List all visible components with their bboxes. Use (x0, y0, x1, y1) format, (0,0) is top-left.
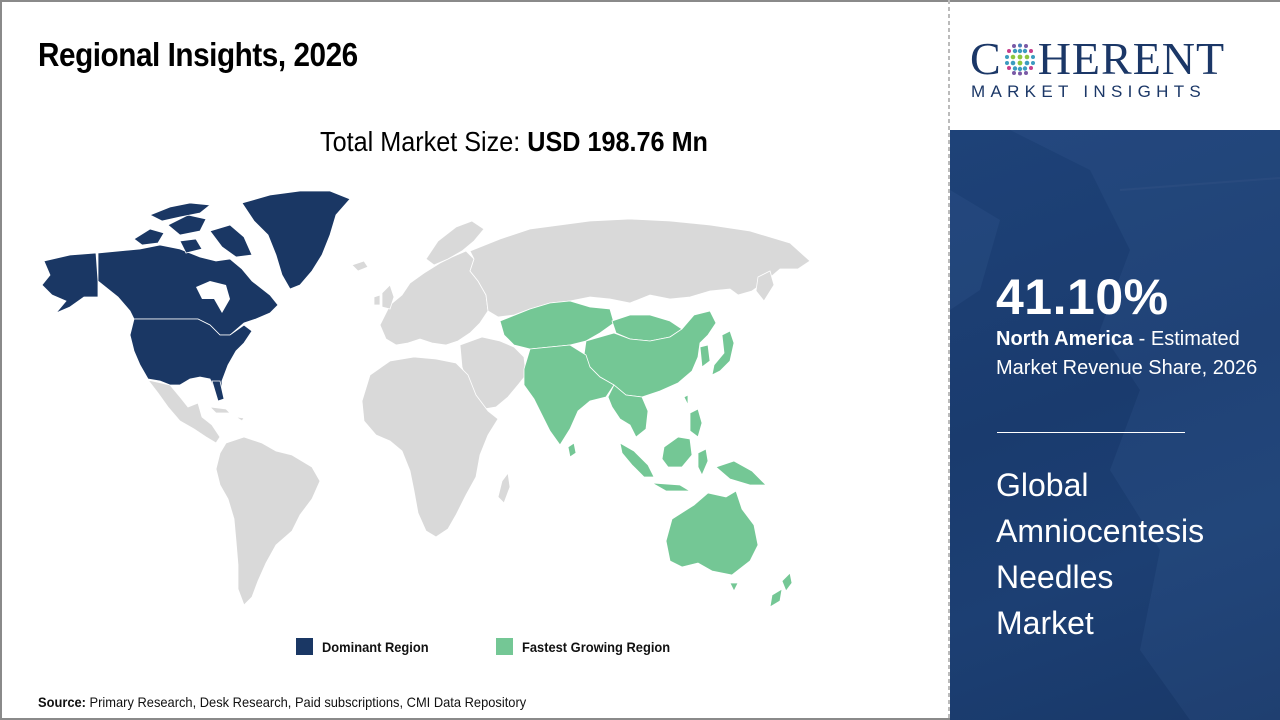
market-name-line: Market (996, 605, 1094, 641)
market-name: Global Amniocentesis Needles Market (996, 462, 1276, 646)
market-name-line: Global (996, 467, 1089, 503)
globe-dots-icon (1004, 43, 1035, 75)
map-region-rest-of-world (147, 218, 811, 606)
legend-item-dominant: Dominant Region (296, 638, 438, 655)
total-market-size: Total Market Size: USD 198.76 Mn (320, 126, 708, 158)
background-map-texture-icon (950, 130, 1280, 720)
source-text: Primary Research, Desk Research, Paid su… (85, 694, 527, 710)
market-size-label: Total Market Size: (320, 126, 528, 157)
stat-description: North America - Estimated Market Revenue… (996, 325, 1266, 383)
market-size-value: USD 198.76 Mn (527, 126, 708, 157)
page-title: Regional Insights, 2026 (38, 36, 358, 73)
legend-label-fastest: Fastest Growing Region (521, 638, 671, 655)
stat-desc-text: - Estimated Market Revenue Share, 2026 (996, 328, 1258, 379)
panel-divider (948, 0, 950, 720)
stat-region: North America (996, 328, 1134, 350)
legend-item-fastest: Fastest Growing Region (495, 638, 683, 655)
summary-divider (997, 432, 1185, 433)
brand-logo: C HERENT MARKET INSIGHTS (950, 2, 1280, 130)
legend-label-dominant: Dominant Region (322, 638, 429, 655)
world-map (30, 185, 830, 615)
fastest-swatch-icon (495, 638, 513, 655)
summary-panel: 41.10% North America - Estimated Market … (950, 130, 1280, 720)
map-region-asia-pacific (499, 300, 793, 608)
map-legend: Dominant Region Fastest Growing Region (296, 638, 741, 655)
source-label: Source: (38, 694, 86, 710)
brand-name-right: HERENT (1037, 33, 1226, 84)
brand-tagline: MARKET INSIGHTS (971, 82, 1207, 101)
map-region-north-america (41, 190, 351, 402)
source-note: Source: Primary Research, Desk Research,… (38, 694, 526, 710)
brand-name-left: C (970, 33, 1002, 84)
brand-wordmark: C HERENT (970, 32, 1225, 85)
dominant-swatch-icon (296, 638, 313, 655)
market-name-line: Needles (996, 559, 1114, 595)
market-name-line: Amniocentesis (996, 513, 1205, 549)
stat-value: 41.10% (996, 269, 1169, 325)
